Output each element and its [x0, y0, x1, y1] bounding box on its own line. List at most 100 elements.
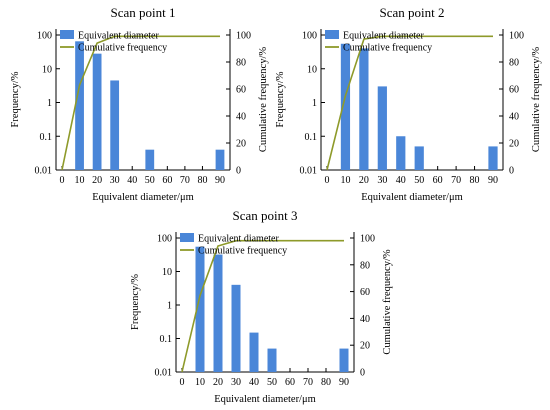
- x-tick-label: 70: [451, 175, 461, 186]
- x-tick-label: 90: [339, 377, 349, 388]
- x-tick-label: 20: [359, 175, 369, 186]
- chart-panel-1: Scan point 1 0.01 0.1 1 10 100 0 20 40 60 80 100 0 10…: [10, 5, 269, 203]
- x-tick-label: 50: [267, 377, 277, 388]
- legend-label-bar: Equivalent diameter: [78, 31, 159, 42]
- y-right-tick-label: 60: [509, 85, 519, 96]
- y-right-tick-label: 40: [236, 112, 246, 123]
- x-tick-label: 40: [249, 377, 259, 388]
- y-right-tick-label: 100: [360, 234, 375, 245]
- y-right-tick-label: 0: [509, 166, 514, 177]
- y-right-tick-label: 20: [509, 139, 519, 150]
- bar-50: [267, 348, 277, 372]
- legend-label-line: Cumulative frequency: [78, 43, 167, 54]
- y-right-tick-label: 0: [236, 166, 241, 177]
- y-tick-label: 1: [312, 98, 317, 109]
- x-tick-label: 50: [145, 175, 155, 186]
- x-tick-label: 60: [433, 175, 443, 186]
- y-tick-label: 1: [47, 98, 52, 109]
- x-tick-label: 0: [180, 377, 185, 388]
- bar-10: [195, 246, 205, 372]
- x-tick-label: 20: [92, 175, 102, 186]
- chart-title: Scan point 1: [111, 5, 176, 20]
- x-tick-label: 10: [195, 377, 205, 388]
- bar-30: [110, 80, 120, 170]
- y-right-tick-label: 60: [236, 85, 246, 96]
- x-tick-label: 90: [215, 175, 225, 186]
- y-right-tick-label: 20: [236, 139, 246, 150]
- y-tick-label: 0.01: [155, 368, 173, 379]
- y-right-tick-label: 100: [236, 31, 251, 42]
- y-right-tick-label: 0: [360, 368, 365, 379]
- x-axis-label: Equivalent diameter/μm: [361, 192, 463, 203]
- bar-40: [396, 136, 406, 170]
- x-tick-label: 20: [213, 377, 223, 388]
- chart-title: Scan point 3: [233, 208, 298, 223]
- y-right-tick-label: 40: [360, 314, 370, 325]
- x-tick-label: 0: [325, 175, 330, 186]
- legend-label-bar: Equivalent diameter: [343, 31, 424, 42]
- y-tick-label: 100: [157, 234, 172, 245]
- chart-title: Scan point 2: [380, 5, 445, 20]
- legend-bar-swatch: [60, 30, 74, 39]
- bar-40: [249, 332, 259, 372]
- x-tick-label: 30: [377, 175, 387, 186]
- x-tick-label: 80: [321, 377, 331, 388]
- x-tick-label: 40: [396, 175, 406, 186]
- y-axis-label-left: Frequency/%: [275, 71, 286, 127]
- y-tick-label: 100: [37, 31, 52, 42]
- x-tick-label: 60: [162, 175, 172, 186]
- y-tick-label: 0.1: [160, 334, 173, 345]
- y-tick-label: 100: [302, 31, 317, 42]
- x-tick-label: 10: [75, 175, 85, 186]
- x-tick-label: 60: [285, 377, 295, 388]
- y-right-tick-label: 80: [509, 58, 519, 69]
- chart-panel-2: Scan point 2 0.01 0.1 1 10 100 0 20 40 60 80 100 0 10…: [275, 5, 542, 203]
- cumulative-frequency-line: [61, 35, 220, 171]
- bar-30: [377, 86, 387, 170]
- legend-bar-swatch: [325, 30, 339, 39]
- x-tick-label: 70: [180, 175, 190, 186]
- y-tick-label: 0.01: [300, 166, 318, 177]
- cumulative-frequency-line: [181, 239, 344, 373]
- x-tick-label: 10: [340, 175, 350, 186]
- y-tick-label: 10: [42, 64, 52, 75]
- legend-label-line: Cumulative frequency: [198, 246, 287, 257]
- legend-label-line: Cumulative frequency: [343, 43, 432, 54]
- cumulative-frequency-line: [326, 35, 493, 171]
- bar-10: [340, 43, 351, 171]
- y-axis-label-right: Cumulative frequency/%: [531, 47, 542, 153]
- bar-30: [231, 284, 241, 372]
- y-tick-label: 0.1: [305, 132, 318, 143]
- y-right-tick-label: 40: [509, 112, 519, 123]
- x-tick-label: 0: [60, 175, 65, 186]
- y-right-tick-label: 80: [360, 260, 370, 271]
- bar-20: [92, 53, 102, 170]
- bar-50: [414, 146, 424, 170]
- y-right-tick-label: 80: [236, 58, 246, 69]
- y-right-tick-label: 20: [360, 341, 370, 352]
- y-tick-label: 0.01: [35, 166, 53, 177]
- x-tick-label: 30: [231, 377, 241, 388]
- y-tick-label: 10: [162, 267, 172, 278]
- y-axis-label-left: Frequency/%: [130, 274, 141, 330]
- y-right-tick-label: 100: [509, 31, 524, 42]
- x-tick-label: 80: [470, 175, 480, 186]
- y-tick-label: 0.1: [40, 132, 53, 143]
- y-tick-label: 1: [167, 301, 172, 312]
- bar-90: [215, 149, 225, 170]
- x-tick-label: 80: [197, 175, 207, 186]
- chart-panel-3: Scan point 3 0.01 0.1 1 10 100 0 20 40 60 80 100 0 10…: [130, 208, 393, 405]
- y-axis-label-left: Frequency/%: [10, 71, 21, 127]
- bar-90: [488, 146, 498, 170]
- bar-90: [339, 348, 349, 372]
- y-right-tick-label: 60: [360, 287, 370, 298]
- legend-label-bar: Equivalent diameter: [198, 234, 279, 245]
- x-tick-label: 40: [127, 175, 137, 186]
- y-tick-label: 10: [307, 64, 317, 75]
- x-tick-label: 50: [414, 175, 424, 186]
- legend-bar-swatch: [180, 233, 194, 242]
- x-tick-label: 90: [488, 175, 498, 186]
- bar-10: [75, 41, 84, 170]
- x-axis-label: Equivalent diameter/μm: [92, 192, 194, 203]
